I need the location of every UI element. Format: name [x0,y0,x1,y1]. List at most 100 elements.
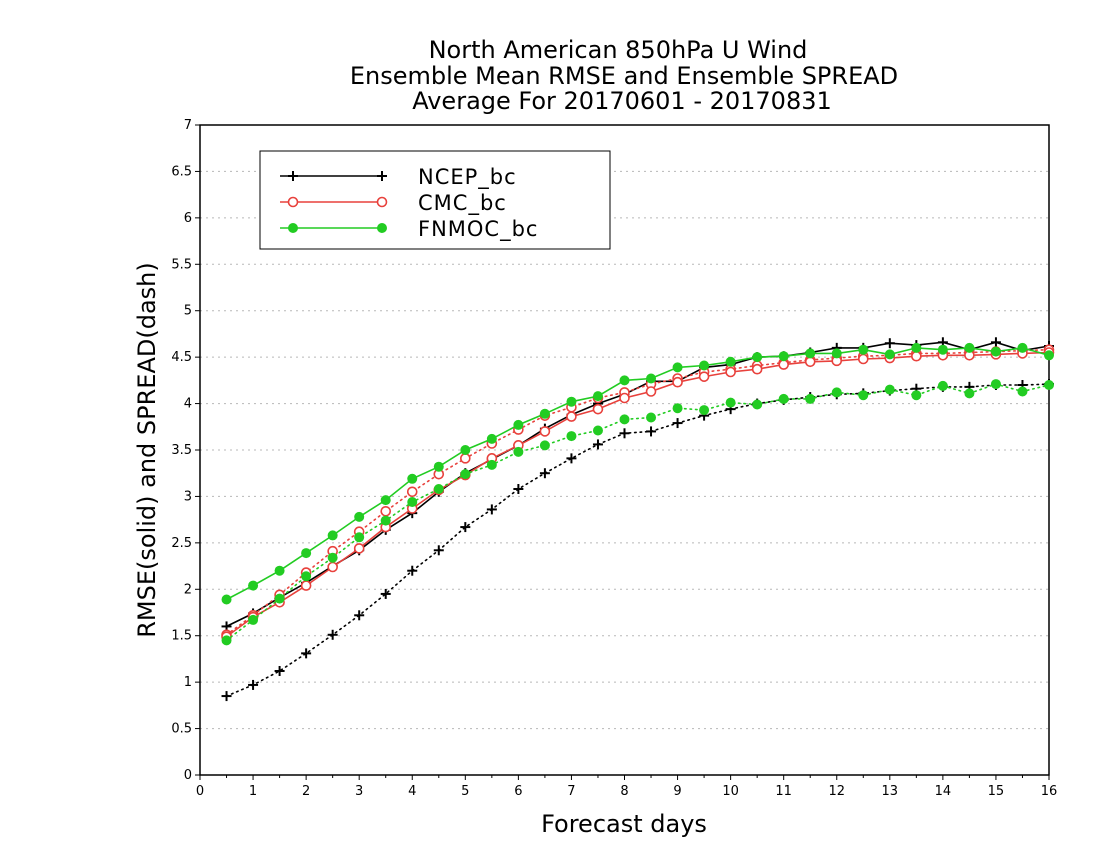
cmc-bc-spread-point [460,453,471,464]
gridlines [200,170,1049,730]
cmc-bc-rmse-point [698,371,710,382]
fnmoc-bc-spread-point [221,635,232,646]
legend-label-cmc-bc: CMC_bc [418,191,507,216]
fnmoc-bc-spread-point [911,390,922,401]
ncep-bc-spread-point [539,468,550,479]
fnmoc-bc-rmse-point [805,348,816,359]
fnmoc-bc-rmse-line [226,347,1050,601]
fnmoc-bc-spread-point [274,593,285,604]
cmc-bc-rmse-point [300,580,312,591]
ncep-bc-spread-point [672,418,683,429]
x-tick-label: 7 [567,784,575,799]
legend-label-fnmoc-bc: FNMOC_bc [418,217,538,242]
fnmoc-bc-rmse-point [407,473,418,484]
cmc-bc-rmse-point [911,350,922,362]
y-tick-label: 2 [184,582,192,597]
fnmoc-bc-spread-point [831,387,842,398]
y-tick-label: 6 [184,211,192,226]
legend-marker-fnmoc-bc [288,223,298,233]
ncep-bc-spread-point [407,565,418,576]
ncep-bc-spread-point [592,439,603,450]
cmc-bc-rmse-point [672,376,683,388]
y-tick-label: 7 [184,118,192,133]
fnmoc-bc-spread-point [699,405,710,416]
x-tick-label: 8 [620,784,628,799]
fnmoc-bc-rmse-point [301,548,312,559]
fnmoc-bc-rmse-point [884,349,895,360]
fnmoc-bc-spread-point [513,446,524,457]
fnmoc-bc-spread-point [380,515,391,526]
fnmoc-bc-spread-point [486,459,497,470]
fnmoc-bc-rmse-point [566,396,577,407]
x-tick-label: 3 [355,784,363,799]
fnmoc-bc-spread-point [778,393,789,404]
fnmoc-bc-rmse-point [778,351,789,362]
fnmoc-bc-rmse-point [592,391,603,402]
fnmoc-bc-rmse-point [1017,342,1028,353]
cmc-bc-rmse-point [327,561,338,573]
ncep-bc-rmse-point [990,337,1001,348]
y-tick-label: 1 [184,675,192,690]
fnmoc-bc-rmse-point [354,511,365,522]
fnmoc-bc-rmse-point [752,352,763,363]
ncep-bc-spread-point [248,679,259,690]
ncep-bc-rmse-line [226,341,1050,628]
x-tick-label: 6 [514,784,522,799]
fnmoc-bc-rmse-point [513,419,524,430]
x-axis-label: Forecast days [541,810,707,838]
series [221,337,1055,702]
legend-marker-cmc-bc [376,196,388,208]
fnmoc-bc-spread-point [539,440,550,451]
y-tick-label: 5 [184,304,192,319]
cmc-bc-rmse-point [778,359,789,370]
fnmoc-bc-spread-point [619,414,630,425]
legend-marker-ncep-bc [288,171,298,181]
fnmoc-bc-spread-point [646,412,657,423]
ncep-bc-spread-point [619,428,630,439]
fnmoc-bc-spread-point [964,388,975,399]
fnmoc-bc-spread-point [1044,380,1054,390]
fnmoc-bc-rmse-point [990,346,1001,357]
fnmoc-bc-rmse-point [539,408,550,419]
fnmoc-bc-rmse-point [964,342,975,353]
y-tick-label: 4.5 [171,350,192,365]
ncep-bc-spread-point [301,648,312,659]
x-tick-label: 2 [302,784,310,799]
axes: 00.511.522.533.544.555.566.570 1 2 3 4 5 6 7 8 9 1… [171,118,1057,799]
fnmoc-bc-rmse-point [646,373,657,384]
y-axis-label: RMSE(solid) and SPREAD(dash) [133,262,161,638]
cmc-bc-rmse-line [226,351,1050,638]
cmc-bc-rmse-point [645,386,657,397]
fnmoc-bc-spread-point [725,397,736,408]
ncep-bc-spread-point [513,484,524,494]
y-tick-label: 0 [184,768,192,783]
fnmoc-bc-rmse-point [831,348,842,359]
ncep-bc-spread-point [460,522,471,533]
ncep-bc-spread-point [327,629,338,640]
cmc-bc-spread-point [380,505,392,517]
legend-marker-ncep-bc [377,171,387,181]
cmc-bc-rmse-point [353,543,365,554]
fnmoc-bc-rmse-point [460,445,471,455]
cmc-bc-rmse-point [619,392,630,404]
fnmoc-bc-rmse-point [433,461,444,472]
fnmoc-bc-rmse-point [699,360,710,371]
title-line-2: Ensemble Mean RMSE and Ensemble SPREAD [350,62,898,90]
legend-box [259,150,611,250]
ncep-bc-spread-point [433,545,444,556]
cmc-bc-rmse-point [539,426,551,437]
cmc-bc-spread-line [225,348,1050,636]
title-line-1: North American 850hPa U Wind [429,36,808,64]
y-tick-label: 2.5 [171,536,192,551]
fnmoc-bc-rmse-point [327,530,338,541]
fnmoc-bc-rmse-point [619,375,630,386]
fnmoc-bc-rmse-point [937,344,948,355]
fnmoc-bc-spread-point [354,532,365,543]
fnmoc-bc-spread-point [672,403,683,414]
fnmoc-bc-rmse-point [248,580,259,591]
fnmoc-bc-rmse-point [858,344,869,355]
cmc-bc-rmse-point [857,353,869,365]
y-tick-label: 4 [184,397,192,412]
